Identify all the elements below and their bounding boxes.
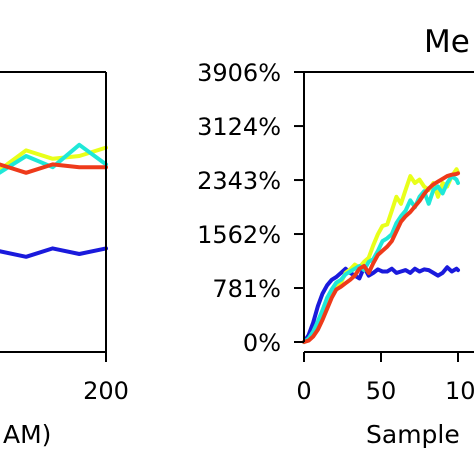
right-plot-lines (302, 167, 460, 344)
right-series-line-3 (302, 171, 460, 344)
right-panel: 0% 781% 1562% 2343% 3124% 3906% 0 50 10 Me Samp… (197, 24, 474, 449)
right-x-tick-label-1: 50 (366, 377, 397, 405)
right-y-tick-label-0: 0% (243, 329, 281, 357)
right-series-line-2 (302, 174, 460, 344)
right-y-ticks: 0% 781% 1562% 2343% 3124% 3906% (197, 59, 304, 357)
right-series-line-0 (302, 265, 460, 344)
right-panel-title: Me (424, 24, 470, 60)
left-series-line-0 (0, 145, 108, 172)
right-x-axis-label: Sample (366, 420, 460, 449)
left-plot-lines (0, 142, 108, 259)
right-y-tick-label-2: 1562% (197, 221, 281, 249)
right-x-tick-label-0: 0 (296, 377, 311, 405)
right-series-line-1 (302, 167, 460, 344)
left-series-line-1 (0, 142, 108, 175)
right-y-tick-label-5: 3906% (197, 59, 281, 87)
right-y-tick-label-1: 781% (212, 275, 281, 303)
right-y-tick-label-4: 3124% (197, 113, 281, 141)
left-x-tick-label-1: 200 (83, 377, 129, 405)
right-x-tick-label-2: 10 (445, 377, 474, 405)
right-y-tick-label-3: 2343% (197, 167, 281, 195)
left-x-ticks: 150200 (83, 352, 129, 405)
left-panel: 150200 n AM) (0, 24, 129, 449)
left-series-line-2 (0, 162, 108, 175)
left-series-line-3 (0, 246, 108, 259)
left-x-axis-label: AM) (3, 420, 51, 449)
left-panel-title: n (0, 24, 2, 60)
right-x-ticks: 0 50 10 (296, 351, 474, 405)
